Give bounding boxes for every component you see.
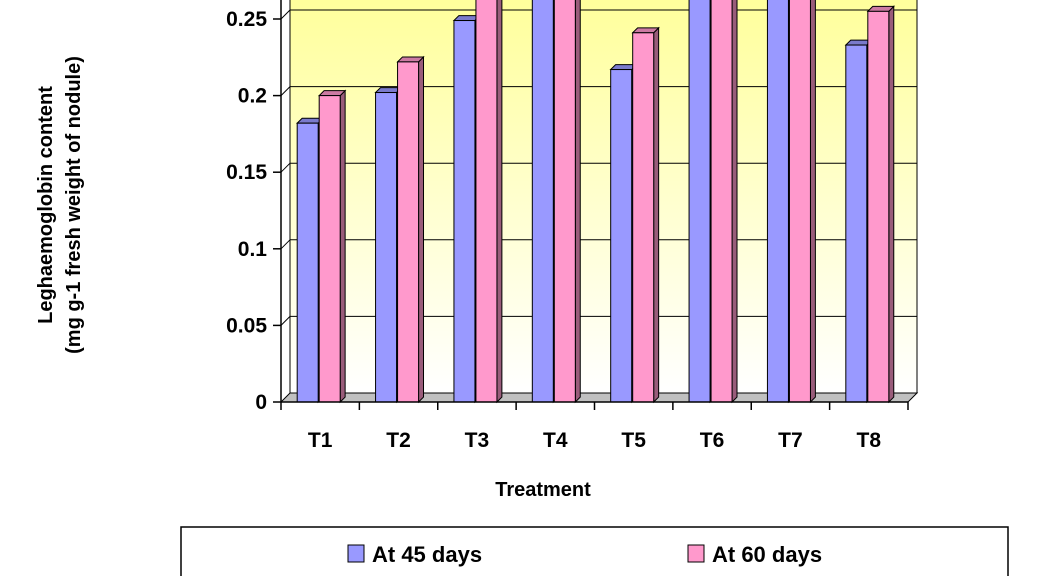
legend-swatch-45-days — [347, 544, 365, 563]
bar-front-face — [318, 95, 341, 403]
y-tick-label: 0.15 — [226, 161, 267, 184]
gridline — [280, 316, 291, 326]
legend: At 45 days At 60 days — [180, 526, 1009, 576]
bar-side-face — [574, 0, 581, 404]
bar-front-face — [688, 0, 711, 403]
x-tick-label: T7 — [778, 429, 803, 452]
x-axis-title: Treatment — [495, 479, 591, 501]
bar-front-face — [296, 122, 319, 403]
bar-side-face — [339, 89, 346, 404]
bar-top-face — [631, 27, 660, 34]
bar-front-face — [788, 0, 811, 403]
bar-t1-series-2 — [317, 89, 347, 404]
bar-t4-series-2 — [553, 0, 581, 404]
gridline — [280, 162, 291, 173]
bar-t6-series-2 — [710, 0, 738, 404]
x-tick-label: T4 — [543, 429, 568, 452]
x-tick-label: T5 — [621, 429, 646, 452]
legend-label-45-days: At 45 days — [372, 542, 482, 567]
bars — [295, 0, 895, 404]
bar-front-face — [867, 10, 890, 403]
bar-front-face — [453, 20, 476, 403]
y-tick-label: 0.2 — [238, 85, 267, 108]
bar-side-face — [809, 0, 816, 404]
bar-t7-series-2 — [788, 0, 816, 404]
bar-front-face — [375, 92, 398, 403]
bar-top-face — [866, 5, 895, 12]
y-tick-label: 0.25 — [226, 8, 267, 31]
bar-front-face — [632, 32, 655, 403]
bar-front-face — [766, 0, 789, 403]
bar-front-face — [531, 0, 554, 403]
axes: 0 0.05 0.1 0.15 0.2 0.25 T1 T2 T3 T4 T5 T6 T7 T8 — [226, 0, 909, 452]
bar-t5-series-2 — [631, 26, 660, 404]
x-tick-label: T3 — [465, 429, 490, 452]
gridline — [280, 9, 291, 20]
y-axis-title-line1: Leghaemoglobin content — [35, 86, 57, 324]
bar-front-face — [610, 69, 633, 403]
x-tick-label: T1 — [308, 429, 333, 452]
bar-front-face — [397, 61, 420, 403]
bar-front-face — [845, 44, 868, 403]
bar-t3-series-2 — [475, 0, 503, 404]
bar-front-face — [710, 0, 733, 403]
y-tick-label: 0.05 — [226, 314, 267, 337]
y-tick-label: 0.1 — [238, 238, 268, 261]
gridline — [280, 239, 291, 250]
x-tick-label: T8 — [857, 429, 882, 452]
bar-side-face — [418, 55, 425, 404]
bar-side-face — [496, 0, 503, 404]
bar-top-face — [317, 90, 347, 97]
x-tick-label: T6 — [700, 429, 725, 452]
legend-label-60-days: At 60 days — [712, 542, 822, 567]
legend-box — [180, 526, 1009, 576]
gridline — [280, 86, 291, 96]
bar-top-face — [396, 56, 425, 63]
y-axis-title-line2: (mg g-1 fresh weight of nodule) — [63, 56, 85, 354]
bar-front-face — [475, 0, 498, 403]
bar-side-face — [653, 26, 660, 404]
bar-front-face — [553, 0, 576, 403]
legend-swatch-60-days — [687, 544, 705, 563]
bar-side-face — [731, 0, 738, 404]
bar-side-face — [888, 5, 895, 404]
bar-t2-series-2 — [396, 55, 425, 404]
x-tick-label: T2 — [386, 429, 411, 452]
bar-t8-series-2 — [866, 5, 895, 404]
y-tick-label: 0 — [255, 391, 267, 414]
